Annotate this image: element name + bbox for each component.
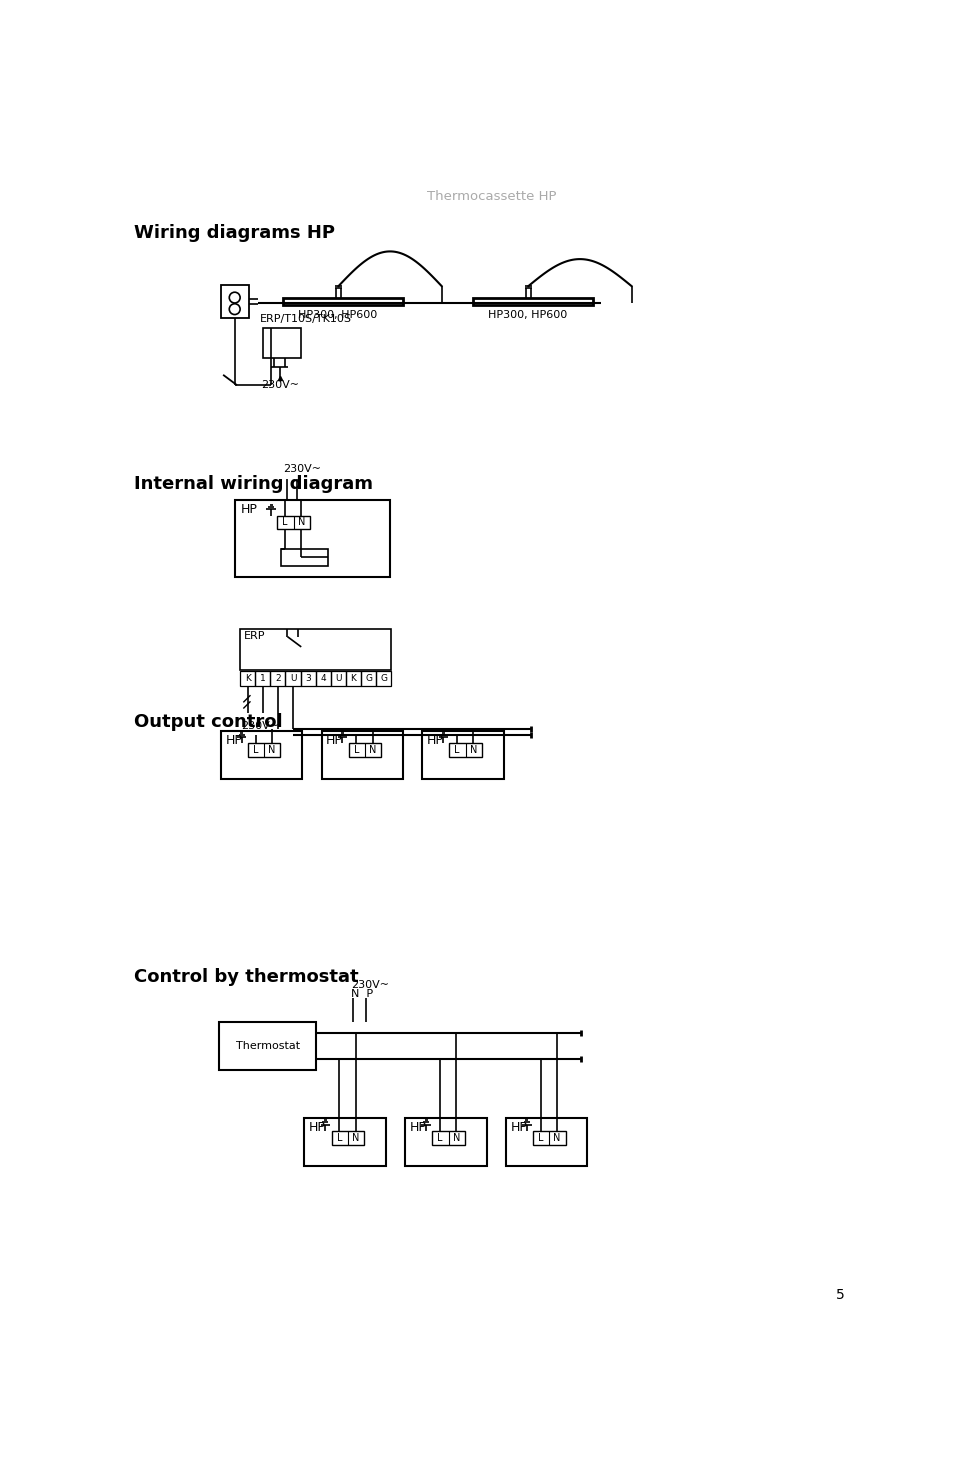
Text: 5: 5 (836, 1288, 845, 1303)
Text: Control by thermostat: Control by thermostat (134, 969, 359, 986)
Text: HP: HP (226, 734, 242, 747)
Text: G: G (380, 674, 387, 683)
Text: ERP: ERP (244, 630, 266, 640)
Bar (348, 744, 381, 757)
Text: 1: 1 (260, 674, 266, 683)
Bar (255, 671, 271, 686)
Bar (248, 744, 280, 757)
Bar (316, 671, 331, 686)
Text: N: N (352, 1133, 359, 1143)
Text: 230V~: 230V~ (242, 720, 279, 731)
Text: N: N (469, 745, 477, 756)
Bar (331, 671, 346, 686)
Text: 230V~: 230V~ (261, 380, 299, 390)
Text: HP: HP (241, 503, 258, 516)
Text: HP: HP (326, 734, 343, 747)
Text: L: L (438, 1133, 443, 1143)
Bar (234, 500, 390, 577)
Text: 3: 3 (305, 674, 311, 683)
Bar (283, 297, 403, 305)
Bar (219, 1022, 316, 1069)
Text: U: U (290, 674, 297, 683)
Bar (322, 731, 403, 779)
Text: HP300, HP600: HP300, HP600 (299, 309, 377, 319)
Bar (221, 284, 249, 318)
Text: ERP/T10S/TK10S: ERP/T10S/TK10S (259, 314, 351, 324)
Bar (240, 671, 255, 686)
Text: L: L (282, 518, 288, 528)
Text: 2: 2 (276, 674, 280, 683)
Bar (533, 1131, 565, 1145)
Text: N: N (268, 745, 276, 756)
Text: K: K (350, 674, 356, 683)
Bar (506, 1118, 588, 1165)
Text: Output control: Output control (134, 713, 282, 732)
Text: HP: HP (410, 1121, 427, 1134)
Text: Thermocassette HP: Thermocassette HP (427, 189, 557, 203)
Text: N: N (298, 518, 305, 528)
Text: Wiring diagrams HP: Wiring diagrams HP (134, 225, 335, 243)
Text: HP: HP (427, 734, 444, 747)
Text: N: N (553, 1133, 561, 1143)
Text: Thermostat: Thermostat (235, 1041, 300, 1052)
Text: L: L (454, 745, 460, 756)
Bar (285, 671, 300, 686)
Text: HP: HP (511, 1121, 527, 1134)
Bar (300, 671, 316, 686)
Text: 230V~: 230V~ (283, 464, 322, 475)
Text: 4: 4 (321, 674, 326, 683)
Text: N: N (369, 745, 376, 756)
Bar (346, 671, 361, 686)
Bar (422, 731, 504, 779)
Bar (449, 744, 482, 757)
Text: HP: HP (309, 1121, 326, 1134)
Bar (361, 671, 376, 686)
Text: N  P: N P (351, 989, 373, 1000)
Bar (277, 516, 310, 529)
Bar (281, 549, 327, 565)
Bar (304, 1118, 386, 1165)
Bar (432, 1131, 465, 1145)
Text: L: L (252, 745, 258, 756)
Text: HP300, HP600: HP300, HP600 (488, 309, 567, 319)
Text: L: L (337, 1133, 342, 1143)
Text: Internal wiring diagram: Internal wiring diagram (134, 475, 372, 493)
Bar (221, 731, 302, 779)
Bar (271, 671, 285, 686)
Text: K: K (245, 674, 251, 683)
Bar (331, 1131, 364, 1145)
Text: 230V~: 230V~ (351, 981, 389, 991)
Bar (472, 297, 592, 305)
Text: G: G (365, 674, 372, 683)
Bar (405, 1118, 487, 1165)
Text: L: L (353, 745, 359, 756)
Bar (376, 671, 392, 686)
Text: U: U (335, 674, 342, 683)
Bar (240, 630, 392, 670)
Text: L: L (538, 1133, 543, 1143)
Text: N: N (453, 1133, 460, 1143)
Bar (263, 328, 300, 358)
